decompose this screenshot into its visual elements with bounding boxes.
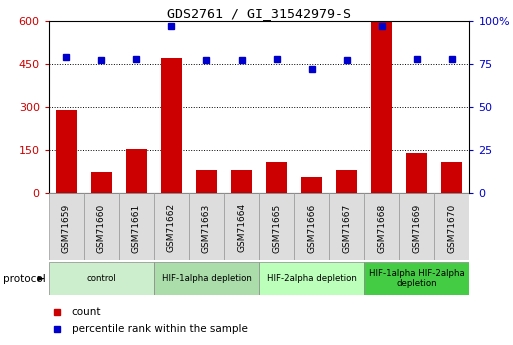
Bar	[336, 170, 357, 193]
Bar	[49, 193, 84, 260]
Text: protocol: protocol	[3, 274, 45, 284]
Bar	[84, 193, 119, 260]
Bar	[259, 262, 364, 295]
Bar	[91, 171, 112, 193]
Text: GSM71662: GSM71662	[167, 203, 176, 253]
Bar	[364, 262, 469, 295]
Bar	[266, 161, 287, 193]
Bar	[224, 193, 259, 260]
Text: GSM71666: GSM71666	[307, 203, 316, 253]
Text: GSM71659: GSM71659	[62, 203, 71, 253]
Bar	[231, 170, 252, 193]
Bar	[399, 193, 435, 260]
Bar	[294, 193, 329, 260]
Bar	[329, 193, 364, 260]
Bar	[301, 177, 322, 193]
Bar	[435, 193, 469, 260]
Text: GSM71668: GSM71668	[377, 203, 386, 253]
Text: HIF-2alpha depletion: HIF-2alpha depletion	[267, 274, 357, 283]
Bar	[49, 262, 154, 295]
Bar	[189, 193, 224, 260]
Bar	[154, 262, 259, 295]
Text: GSM71664: GSM71664	[237, 203, 246, 253]
Text: GSM71670: GSM71670	[447, 203, 457, 253]
Text: control: control	[87, 274, 116, 283]
Bar	[161, 58, 182, 193]
Bar	[126, 149, 147, 193]
Text: GSM71663: GSM71663	[202, 203, 211, 253]
Text: GSM71665: GSM71665	[272, 203, 281, 253]
Bar	[371, 22, 392, 193]
Text: GSM71661: GSM71661	[132, 203, 141, 253]
Text: count: count	[72, 307, 102, 317]
Text: GSM71667: GSM71667	[342, 203, 351, 253]
Bar	[441, 161, 462, 193]
Text: GSM71669: GSM71669	[412, 203, 421, 253]
Bar	[119, 193, 154, 260]
Text: percentile rank within the sample: percentile rank within the sample	[72, 325, 248, 334]
Text: HIF-1alpha depletion: HIF-1alpha depletion	[162, 274, 251, 283]
Bar	[196, 170, 217, 193]
Text: HIF-1alpha HIF-2alpha
depletion: HIF-1alpha HIF-2alpha depletion	[369, 269, 465, 288]
Bar	[154, 193, 189, 260]
Title: GDS2761 / GI_31542979-S: GDS2761 / GI_31542979-S	[167, 7, 351, 20]
Text: GSM71660: GSM71660	[97, 203, 106, 253]
Bar	[56, 110, 77, 193]
Bar	[364, 193, 399, 260]
Bar	[406, 153, 427, 193]
Bar	[259, 193, 294, 260]
